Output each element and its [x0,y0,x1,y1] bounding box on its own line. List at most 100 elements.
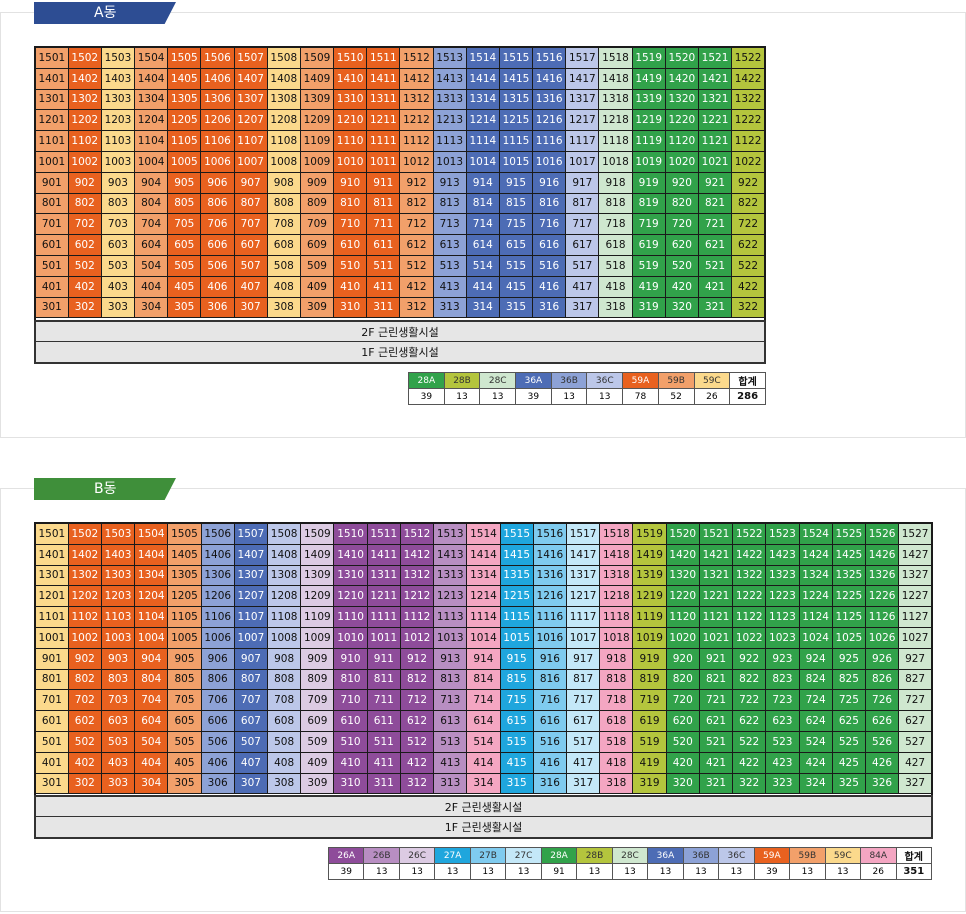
unit-cell[interactable]: 317 [565,772,601,795]
unit-cell[interactable]: 1317 [565,564,601,587]
unit-cell[interactable]: 1121 [697,130,733,152]
unit-cell[interactable]: 1115 [498,130,534,152]
unit-cell[interactable]: 617 [565,710,601,732]
unit-cell[interactable]: 1123 [765,606,800,628]
unit-cell[interactable]: 322 [731,296,766,319]
unit-cell[interactable]: 306 [200,772,235,795]
unit-cell[interactable]: 1401 [34,543,69,566]
unit-cell[interactable]: 1521 [697,46,733,69]
unit-cell[interactable]: 1117 [565,130,600,152]
unit-cell[interactable]: 917 [565,171,600,194]
unit-cell[interactable]: 1501 [34,46,69,69]
unit-cell[interactable]: 1006 [200,626,235,649]
unit-cell[interactable]: 1409 [300,543,335,566]
unit-cell[interactable]: 806 [200,668,235,691]
unit-cell[interactable]: 1214 [466,585,501,608]
unit-cell[interactable]: 416 [532,275,567,298]
unit-cell[interactable]: 1008 [267,626,302,649]
unit-cell[interactable]: 518 [598,254,633,277]
unit-cell[interactable]: 1218 [599,585,634,608]
unit-cell[interactable]: 920 [665,647,700,670]
unit-cell[interactable]: 1303 [100,564,136,587]
unit-cell[interactable]: 617 [565,234,600,256]
unit-cell[interactable]: 1109 [300,606,335,628]
unit-cell[interactable]: 1017 [565,626,601,649]
unit-cell[interactable]: 1003 [100,626,136,649]
unit-cell[interactable]: 702 [67,689,102,712]
unit-cell[interactable]: 1221 [698,585,734,608]
unit-cell[interactable]: 1517 [565,46,600,69]
unit-cell[interactable]: 907 [233,171,268,194]
unit-cell[interactable]: 413 [432,275,467,298]
unit-cell[interactable]: 425 [831,751,866,774]
unit-cell[interactable]: 1416 [532,67,567,90]
unit-cell[interactable]: 914 [466,647,501,670]
unit-cell[interactable]: 712 [399,689,435,712]
unit-cell[interactable]: 1105 [167,606,202,628]
unit-cell[interactable]: 724 [798,689,833,712]
unit-cell[interactable]: 1311 [366,88,401,111]
unit-cell[interactable]: 1512 [399,522,435,545]
unit-cell[interactable]: 1219 [631,109,666,132]
unit-cell[interactable]: 1403 [100,543,136,566]
unit-cell[interactable]: 716 [532,689,568,712]
unit-cell[interactable]: 319 [631,296,666,319]
unit-cell[interactable]: 811 [366,192,401,215]
unit-cell[interactable]: 1413 [433,543,468,566]
unit-cell[interactable]: 713 [433,689,468,712]
unit-cell[interactable]: 1323 [765,564,800,587]
unit-cell[interactable]: 1202 [67,109,102,132]
unit-cell[interactable]: 1306 [200,564,235,587]
unit-cell[interactable]: 727 [898,689,933,712]
unit-cell[interactable]: 419 [631,275,666,298]
unit-cell[interactable]: 716 [532,213,567,236]
unit-cell[interactable]: 1320 [665,564,700,587]
unit-cell[interactable]: 516 [532,254,567,277]
unit-cell[interactable]: 315 [498,296,534,319]
unit-cell[interactable]: 420 [665,751,700,774]
unit-cell[interactable]: 1102 [67,606,102,628]
unit-cell[interactable]: 1510 [333,522,368,545]
unit-cell[interactable]: 507 [233,730,269,753]
unit-cell[interactable]: 803 [100,668,136,691]
unit-cell[interactable]: 1324 [798,564,833,587]
unit-cell[interactable]: 1007 [233,150,268,173]
unit-cell[interactable]: 922 [731,171,766,194]
unit-cell[interactable]: 503 [100,730,136,753]
unit-cell[interactable]: 1402 [67,67,102,90]
unit-cell[interactable]: 1002 [67,626,102,649]
unit-cell[interactable]: 410 [333,275,368,298]
unit-cell[interactable]: 1022 [732,626,767,649]
unit-cell[interactable]: 327 [898,772,933,795]
unit-cell[interactable]: 505 [167,254,202,277]
unit-cell[interactable]: 1403 [100,67,136,90]
unit-cell[interactable]: 1318 [599,564,634,587]
unit-cell[interactable]: 1113 [432,130,467,152]
unit-cell[interactable]: 523 [765,730,800,753]
unit-cell[interactable]: 513 [432,254,467,277]
building-b-tab[interactable]: B동 [34,478,176,500]
unit-cell[interactable]: 818 [599,668,634,691]
unit-cell[interactable]: 921 [697,171,733,194]
unit-cell[interactable]: 822 [731,192,766,215]
unit-cell[interactable]: 406 [200,751,235,774]
unit-cell[interactable]: 1309 [299,88,335,111]
unit-cell[interactable]: 614 [465,234,500,256]
unit-cell[interactable]: 1321 [698,564,734,587]
unit-cell[interactable]: 312 [399,772,435,795]
unit-cell[interactable]: 901 [34,647,69,670]
unit-cell[interactable]: 1205 [167,585,202,608]
unit-cell[interactable]: 1013 [433,626,468,649]
unit-cell[interactable]: 1020 [665,626,700,649]
unit-cell[interactable]: 1307 [233,564,269,587]
unit-cell[interactable]: 1108 [266,130,301,152]
unit-cell[interactable]: 1326 [864,564,900,587]
unit-cell[interactable]: 1211 [366,585,401,608]
unit-cell[interactable]: 606 [200,710,235,732]
unit-cell[interactable]: 1218 [598,109,633,132]
unit-cell[interactable]: 611 [366,710,401,732]
unit-cell[interactable]: 817 [565,668,601,691]
unit-cell[interactable]: 309 [299,296,335,319]
unit-cell[interactable]: 304 [134,772,169,795]
unit-cell[interactable]: 1308 [266,88,301,111]
